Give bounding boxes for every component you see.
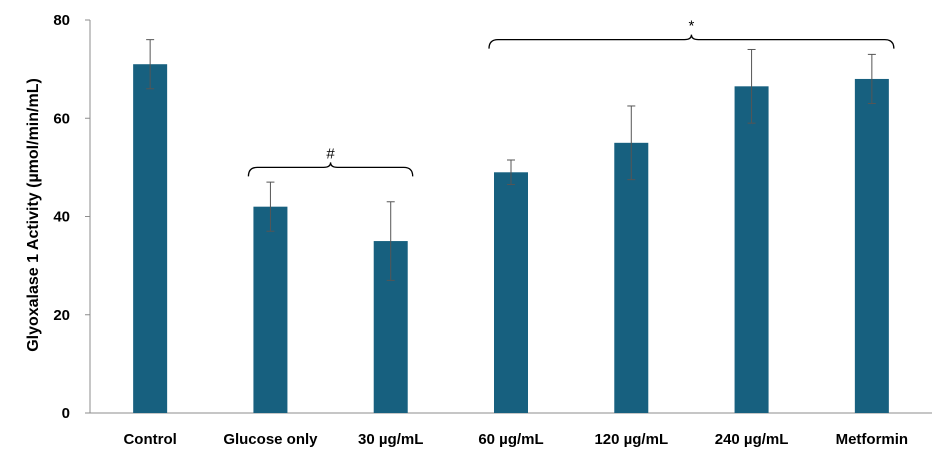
- error-bar: [146, 39, 155, 90]
- error-bar: [747, 48, 756, 124]
- y-tick-label: 80: [53, 12, 70, 29]
- x-tick-label: 240 µg/mL: [715, 431, 789, 448]
- y-tick-label: 0: [62, 405, 70, 422]
- x-tick-label: Glucose only: [223, 431, 318, 448]
- bar: [494, 172, 528, 413]
- y-tick-label: 40: [53, 209, 70, 226]
- bracket-line: [488, 34, 895, 49]
- x-tick-label: Metformin: [836, 431, 909, 448]
- bars: [133, 64, 889, 414]
- error-bar: [507, 159, 515, 186]
- x-tick-label: Control: [123, 431, 176, 448]
- error-bars: [146, 39, 876, 281]
- error-bar: [266, 181, 275, 232]
- significance-label: #: [326, 145, 335, 162]
- x-tick-label: 120 µg/mL: [594, 431, 668, 448]
- bar: [133, 64, 168, 414]
- y-axis-title-group: Glyoxalase 1 Activity (µmol/min/mL): [25, 78, 42, 352]
- significance-bracket: #: [247, 145, 414, 177]
- significance-bracket: *: [488, 18, 895, 49]
- bar: [854, 78, 889, 413]
- error-bar: [386, 201, 395, 281]
- bar: [253, 206, 288, 413]
- tick-labels: 0 20 40 60 80 Control Glucose only 30 µg/mL 60 µ…: [53, 12, 908, 448]
- x-tick-label: 30 µg/mL: [358, 431, 423, 448]
- y-tick-label: 60: [53, 110, 70, 127]
- y-tick-label: 20: [53, 307, 70, 324]
- x-tick-label: 60 µg/mL: [478, 431, 543, 448]
- y-axis-title: Glyoxalase 1 Activity (µmol/min/mL): [25, 78, 42, 352]
- error-bar: [627, 105, 636, 181]
- significance-brackets: #*: [247, 18, 895, 177]
- bar: [614, 142, 649, 413]
- error-bar: [867, 53, 876, 105]
- significance-label: *: [689, 18, 695, 35]
- bar: [734, 86, 769, 413]
- bracket-line: [247, 162, 414, 177]
